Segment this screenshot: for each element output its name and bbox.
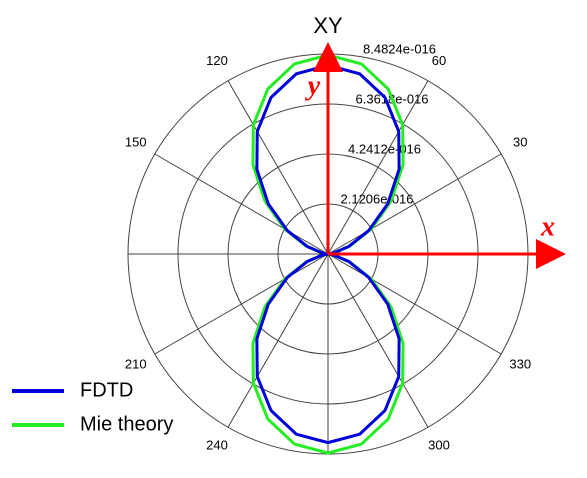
theta-tick-label: 60 [432,53,446,68]
spoke [154,253,329,355]
theta-tick-label: 300 [428,438,450,453]
x-label: x [540,211,555,242]
theta-tick-label: 30 [513,134,527,149]
theta-tick-label: 120 [206,53,228,68]
spoke [154,153,329,255]
theta-tick-label: 330 [509,356,531,371]
r-tick-label: 4.2412e-016 [348,141,421,156]
legend: FDTD Mie theory [12,379,173,435]
legend-label: Mie theory [80,413,173,435]
chart-title: XY [313,13,343,38]
spoke [327,80,429,255]
spoke [327,253,429,428]
spoke [327,153,502,255]
theta-tick-label: 210 [125,356,147,371]
theta-tick-label: 240 [206,438,228,453]
spoke [227,80,329,255]
theta-tick-label: 150 [125,134,147,149]
spoke [227,253,329,428]
y-label: y [305,70,321,101]
spoke [327,253,502,355]
legend-label: FDTD [80,379,133,401]
r-tick-label: 8.4824e-016 [363,41,436,56]
r-tick-label: 2.1206e-016 [341,191,414,206]
